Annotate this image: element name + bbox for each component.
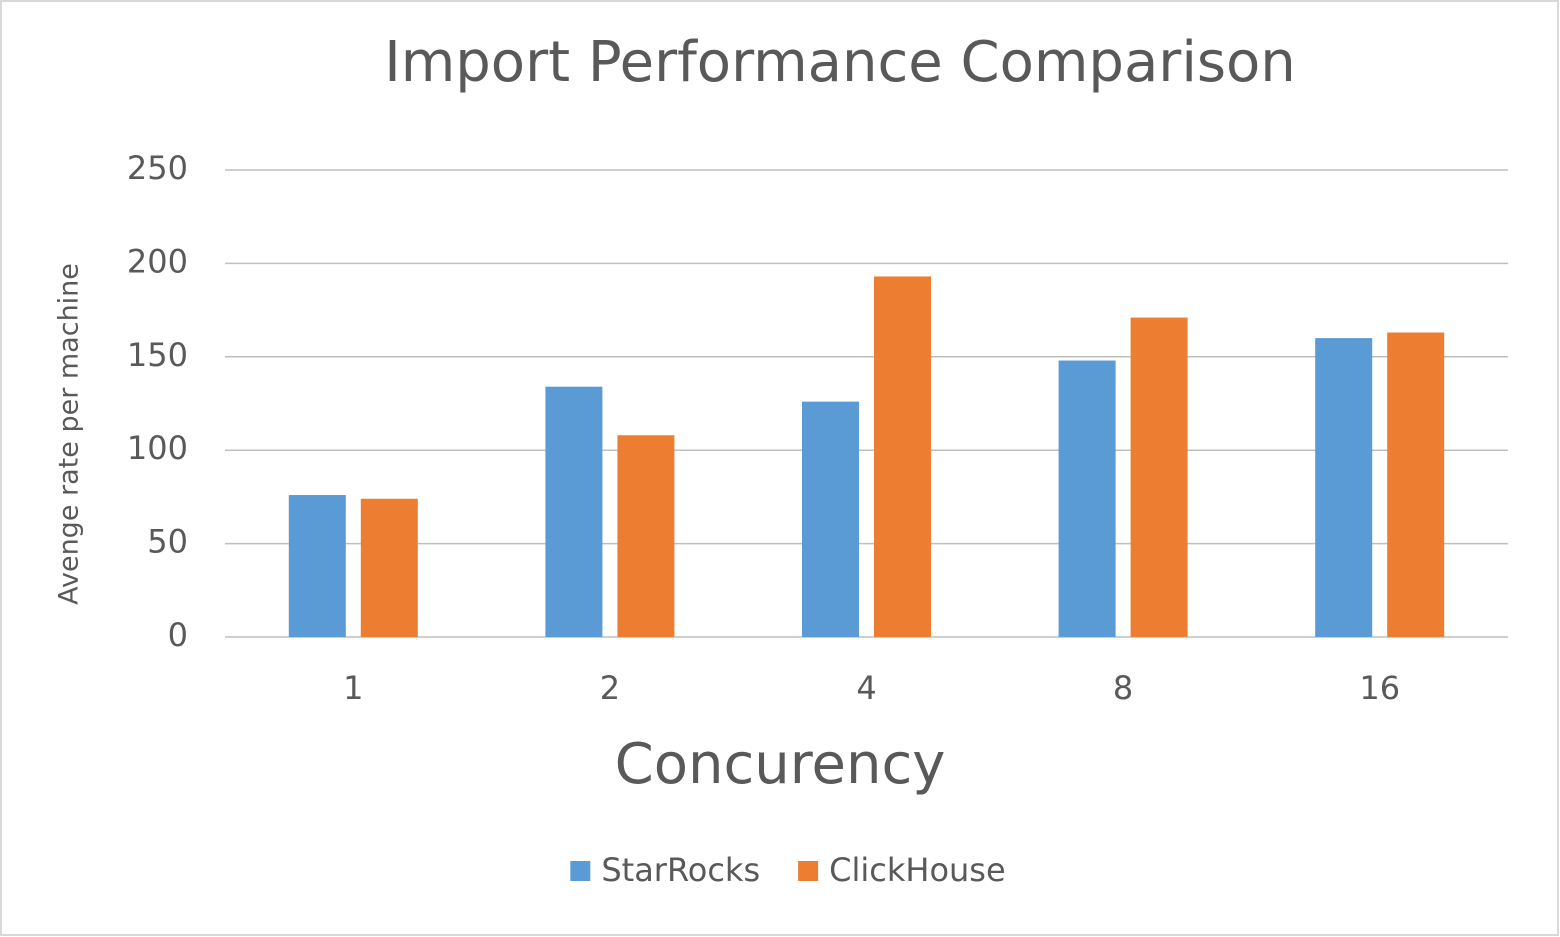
chart-title: Import Performance Comparison (384, 30, 1296, 95)
x-tick-label: 2 (600, 669, 620, 707)
bar (802, 401, 859, 637)
y-axis-title: Avenge rate per machine (54, 263, 85, 605)
y-tick-label: 100 (127, 429, 188, 467)
x-axis-title: Concurency (615, 732, 946, 797)
y-tick-label: 0 (168, 616, 188, 654)
bar (545, 386, 603, 637)
x-tick-label: 1 (343, 669, 363, 707)
bar (617, 435, 675, 637)
bar (1058, 360, 1116, 637)
bar (874, 276, 931, 637)
bar (1315, 338, 1373, 637)
y-tick-label: 250 (127, 149, 188, 187)
bar (360, 498, 418, 637)
bar (288, 495, 346, 637)
legend-swatch (798, 861, 819, 881)
y-tick-label: 200 (127, 242, 188, 280)
bar (1387, 332, 1445, 637)
legend-swatch (570, 861, 591, 881)
x-tick-label: 8 (1113, 669, 1133, 707)
legend-label: ClickHouse (829, 851, 1006, 889)
bar (1130, 317, 1188, 637)
y-tick-label: 150 (127, 336, 188, 374)
x-tick-label: 4 (856, 669, 876, 707)
y-tick-label: 50 (147, 523, 188, 561)
legend-label: StarRocks (601, 851, 760, 889)
x-tick-label: 16 (1359, 669, 1400, 707)
